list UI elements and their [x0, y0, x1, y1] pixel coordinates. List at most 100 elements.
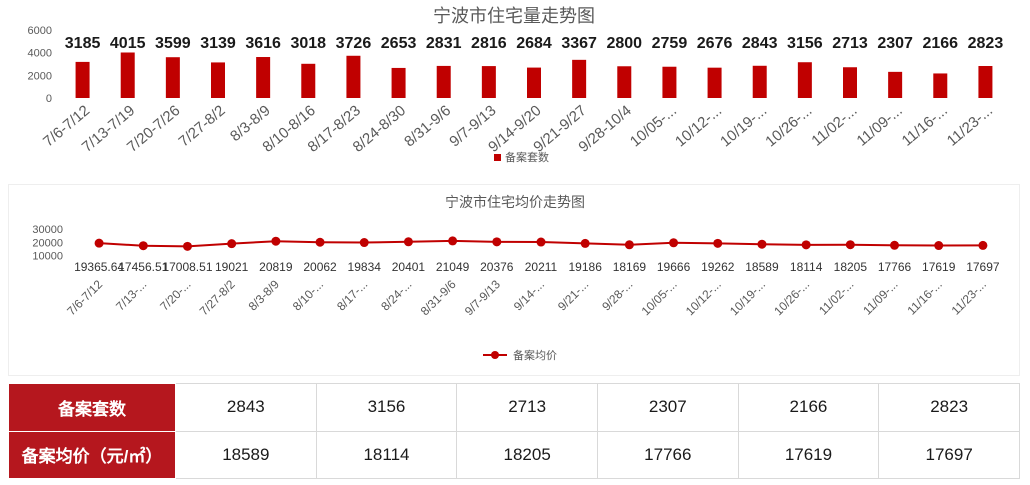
x-tick-label: 8/3-8/9 — [246, 277, 283, 314]
table-cell: 3156 — [315, 383, 458, 432]
data-label: 2676 — [697, 35, 733, 52]
y-tick-label: 2000 — [28, 70, 52, 82]
data-label: 19365.64 — [74, 260, 124, 274]
summary-table: 备案套数 2843 3156 2713 2307 2166 2823 备案均价（… — [8, 383, 1020, 479]
data-label: 3599 — [155, 35, 191, 52]
chart-title: 宁波市住宅均价走势图 — [445, 194, 585, 210]
data-label: 2713 — [832, 35, 868, 52]
x-tick-label: 10/26-... — [762, 102, 815, 150]
price-chart-panel: 宁波市住宅均价走势图 10000 20000 30000 19365.64 17456.5… — [8, 184, 1020, 376]
bar — [572, 59, 587, 98]
bar — [933, 73, 948, 98]
x-tick-label: 7/27-8/2 — [175, 102, 228, 150]
bar — [888, 71, 903, 98]
table-cell: 2307 — [596, 383, 739, 432]
y-tick-label: 10000 — [32, 251, 63, 263]
table-row: 备案套数 2843 3156 2713 2307 2166 2823 — [8, 383, 1020, 432]
x-tick-label: 11/09-... — [860, 277, 900, 317]
data-point — [227, 239, 237, 249]
data-point — [845, 240, 855, 250]
data-point — [271, 236, 281, 246]
data-point — [890, 240, 900, 250]
data-label: 19666 — [657, 260, 691, 274]
bar — [256, 57, 271, 98]
data-label: 17008.51 — [162, 260, 212, 274]
data-point — [669, 238, 679, 248]
bar — [75, 61, 90, 98]
data-label: 20376 — [480, 260, 514, 274]
bar — [707, 67, 722, 98]
y-tick-label: 0 — [46, 93, 52, 105]
x-tick-label: 8/17-... — [334, 277, 370, 313]
data-point — [359, 238, 369, 248]
data-label: 18589 — [745, 260, 779, 274]
data-label: 4015 — [110, 35, 146, 52]
data-label: 20211 — [525, 260, 558, 274]
bar — [752, 65, 767, 98]
data-point — [536, 237, 546, 247]
x-tick-label: 7/6-7/12 — [64, 277, 105, 318]
legend-swatch — [494, 154, 501, 161]
x-tick-label: 11/23-... — [949, 277, 989, 317]
row-header-price: 备案均价（元/㎡） — [8, 430, 176, 479]
bar — [662, 66, 677, 98]
data-label: 18169 — [613, 260, 647, 274]
x-tick-label: 8/31-9/6 — [401, 102, 454, 150]
data-point — [580, 238, 590, 248]
x-tick-label: 8/10-... — [290, 277, 326, 313]
x-tick-label: 8/24-... — [378, 277, 414, 313]
bar — [301, 63, 316, 98]
data-label: 2684 — [516, 35, 552, 52]
legend-label: 备案套数 — [505, 150, 549, 164]
row-header-units: 备案套数 — [8, 383, 176, 432]
x-tick-label: 11/16-... — [904, 277, 944, 317]
data-point — [138, 241, 148, 251]
bar — [391, 67, 406, 98]
data-point — [978, 240, 988, 250]
table-cell: 2823 — [878, 383, 1020, 432]
data-label: 19834 — [348, 260, 382, 274]
data-label: 3726 — [336, 35, 372, 52]
x-tick-label: 9/7-9/13 — [462, 277, 503, 318]
table-cell: 2843 — [175, 383, 317, 432]
data-point — [315, 237, 325, 247]
y-tick-label: 30000 — [32, 224, 63, 236]
data-label: 2759 — [652, 35, 688, 52]
x-tick-label: 11/23-... — [944, 102, 996, 150]
x-tick-label: 7/13-... — [113, 277, 149, 313]
data-label: 21049 — [436, 260, 470, 274]
x-tick-label: 8/31-9/6 — [418, 277, 459, 318]
data-label: 3139 — [200, 35, 236, 52]
bar — [211, 62, 225, 98]
x-tick-label: 11/09-... — [853, 102, 905, 150]
data-point — [801, 240, 811, 250]
data-label: 20401 — [392, 260, 426, 274]
data-label: 20819 — [259, 260, 293, 274]
data-label: 2653 — [381, 35, 417, 52]
data-point — [934, 241, 944, 251]
bar — [527, 67, 541, 98]
data-point — [713, 238, 723, 248]
data-label: 19262 — [701, 260, 735, 274]
data-label: 2823 — [968, 35, 1004, 52]
data-label: 17697 — [966, 260, 1000, 274]
bar — [797, 62, 812, 98]
x-tick-label: 10/05-... — [639, 277, 680, 318]
chart-title: 宁波市住宅量走势图 — [433, 6, 595, 26]
data-label: 2307 — [877, 35, 913, 52]
x-tick-label: 11/16-... — [899, 102, 951, 150]
volume-bar-chart: 宁波市住宅量走势图 0 2000 4000 6000 3185 4015 3599 3139 36… — [28, 6, 1004, 164]
data-label: 19186 — [569, 260, 603, 274]
data-label: 17456.51 — [118, 260, 168, 274]
table-cell: 17619 — [737, 430, 880, 479]
x-tick-label: 10/12-... — [683, 277, 724, 318]
table-cell: 17697 — [878, 430, 1020, 479]
legend-label: 备案均价 — [513, 348, 557, 362]
table-cell: 18114 — [315, 430, 458, 479]
volume-chart-panel: 宁波市住宅量走势图 0 2000 4000 6000 3185 4015 3599 3139 36… — [8, 0, 1020, 182]
data-point — [492, 237, 502, 247]
x-tick-label: 10/05-... — [627, 102, 680, 150]
data-point — [182, 241, 192, 251]
data-point — [757, 239, 767, 249]
